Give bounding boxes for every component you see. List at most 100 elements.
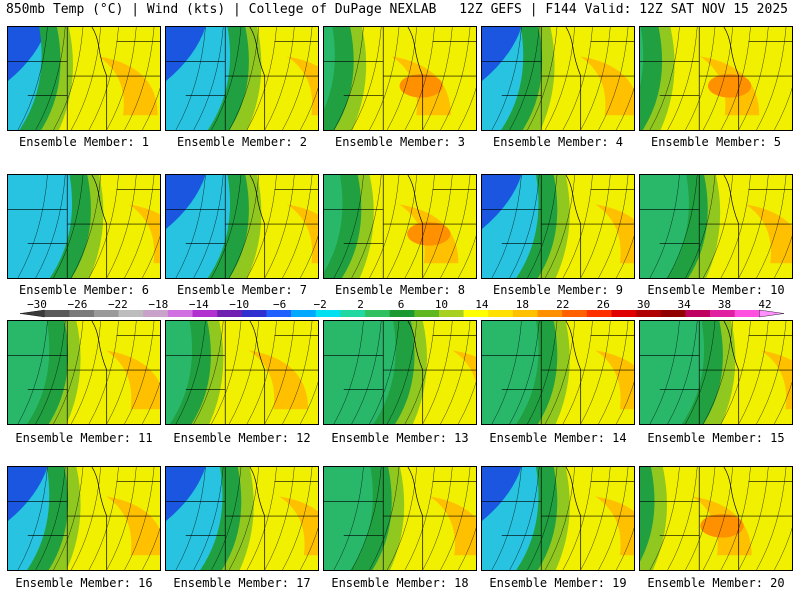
- colorbar-swatch: [93, 310, 119, 317]
- temp-fill-warmer: [128, 204, 160, 264]
- wind-streamlines: [649, 321, 792, 424]
- temp-fill-warmer: [248, 350, 309, 410]
- colorbar-tick-label: 42: [758, 298, 771, 311]
- wind-streamlines: [175, 467, 318, 570]
- temp-fill-coldest: [8, 27, 48, 81]
- state-borders: [324, 467, 476, 570]
- colorbar-swatch: [217, 310, 243, 317]
- ensemble-panel-14: [481, 320, 635, 425]
- colorbar-tick-label: 38: [718, 298, 731, 311]
- state-borders: [8, 175, 160, 278]
- colorbar-swatch: [266, 310, 292, 317]
- wind-streamlines: [175, 27, 318, 130]
- colorbar-tick-label: 18: [516, 298, 529, 311]
- colorbar-tick-label: 6: [398, 298, 405, 311]
- wind-streamlines: [17, 175, 160, 278]
- ensemble-member-label: Ensemble Member: 4: [492, 135, 624, 149]
- state-borders: [640, 321, 792, 424]
- temp-fill-warmer: [286, 204, 318, 264]
- temp-fill-coldest: [166, 467, 206, 521]
- wind-streamlines: [491, 321, 634, 424]
- state-borders: [166, 467, 318, 570]
- temp-fill-warm: [390, 467, 476, 570]
- colorbar-tick-label: −6: [273, 298, 286, 311]
- wind-streamlines: [17, 321, 160, 424]
- colorbar-swatch: [291, 310, 317, 317]
- temp-fill-warmer: [429, 496, 476, 556]
- ensemble-member-label: Ensemble Member: 8: [334, 283, 466, 297]
- ensemble-panel-13: [323, 320, 477, 425]
- valid-time: 12Z GEFS | F144 Valid: 12Z SAT NOV 15 20…: [459, 2, 788, 17]
- colorbar-swatch: [438, 310, 464, 317]
- temp-fill-coldest: [166, 27, 206, 81]
- state-borders: [166, 175, 318, 278]
- colorbar-tick-label: −14: [189, 298, 209, 311]
- map-title: 850mb Temp (°C) | Wind (kts) | College o…: [6, 2, 437, 17]
- colorbar-tick-label: 22: [556, 298, 569, 311]
- ensemble-member-label: Ensemble Member: 3: [334, 135, 466, 149]
- colorbar-swatch: [340, 310, 366, 317]
- ensemble-member-label: Ensemble Member: 14: [489, 431, 627, 445]
- colorbar-swatch: [44, 310, 70, 317]
- state-borders: [324, 175, 476, 278]
- colorbar-swatch: [636, 310, 662, 317]
- temp-fill-warmer: [760, 350, 792, 410]
- ensemble-member-label: Ensemble Member: 17: [173, 576, 311, 590]
- colorbar-swatch: [512, 310, 538, 317]
- temp-fill-warmer: [279, 496, 318, 556]
- colorbar-tick-label: 34: [677, 298, 691, 311]
- ensemble-panel-9: [481, 174, 635, 279]
- colorbar-swatch: [192, 310, 218, 317]
- temp-fill-warmest: [707, 74, 752, 98]
- wind-streamlines: [333, 467, 476, 570]
- ensemble-member-label: Ensemble Member: 2: [176, 135, 308, 149]
- temp-fill-warmer: [595, 496, 634, 556]
- colorbar-swatch: [488, 310, 514, 317]
- ensemble-member-label: Ensemble Member: 10: [647, 283, 785, 297]
- ensemble-member-label: Ensemble Member: 6: [18, 283, 150, 297]
- wind-streamlines: [491, 467, 634, 570]
- wind-streamlines: [649, 467, 792, 570]
- temp-fill-warmer: [286, 56, 318, 116]
- temperature-colorbar: −30 −26 −22 −18 −14 −10 −6 −2 2 6 10 14 18 22 26 30 34 38…: [19, 298, 785, 318]
- temp-fill-coldest: [482, 467, 522, 521]
- wind-streamlines: [649, 27, 792, 130]
- ensemble-panel-5: [639, 26, 793, 131]
- state-borders: [482, 175, 634, 278]
- temp-fill-coldest: [166, 175, 206, 229]
- temp-fill-warmer: [595, 204, 634, 264]
- ensemble-panel-12: [165, 320, 319, 425]
- colorbar-swatch: [759, 309, 785, 318]
- state-borders: [324, 321, 476, 424]
- colorbar-swatch: [586, 310, 612, 317]
- wind-streamlines: [333, 27, 476, 130]
- state-borders: [640, 27, 792, 130]
- colorbar-swatch: [710, 310, 736, 317]
- colorbar-tick-label: −26: [68, 298, 88, 311]
- ensemble-panel-2: [165, 26, 319, 131]
- wind-streamlines: [333, 321, 476, 424]
- colorbar-tick-label: 30: [637, 298, 650, 311]
- wind-streamlines: [491, 175, 634, 278]
- ensemble-panel-10: [639, 174, 793, 279]
- ensemble-member-label: Ensemble Member: 16: [15, 576, 153, 590]
- colorbar-swatch: [69, 310, 95, 317]
- temp-fill-warmer: [745, 204, 792, 264]
- wind-streamlines: [333, 175, 476, 278]
- ensemble-member-label: Ensemble Member: 18: [331, 576, 469, 590]
- state-borders: [8, 467, 160, 570]
- ensemble-member-label: Ensemble Member: 11: [15, 431, 153, 445]
- ensemble-panel-17: [165, 466, 319, 571]
- colorbar-swatch: [660, 310, 686, 317]
- wind-streamlines: [491, 27, 634, 130]
- state-borders: [166, 27, 318, 130]
- ensemble-panel-16: [7, 466, 161, 571]
- colorbar-swatch: [143, 310, 169, 317]
- ensemble-member-label: Ensemble Member: 9: [492, 283, 624, 297]
- colorbar-tick-label: −18: [148, 298, 168, 311]
- ensemble-panel-15: [639, 320, 793, 425]
- temp-fill-coldest: [8, 467, 48, 521]
- temp-fill-warm: [706, 175, 792, 278]
- temp-fill-warmer: [595, 350, 634, 410]
- colorbar-swatch: [315, 310, 341, 317]
